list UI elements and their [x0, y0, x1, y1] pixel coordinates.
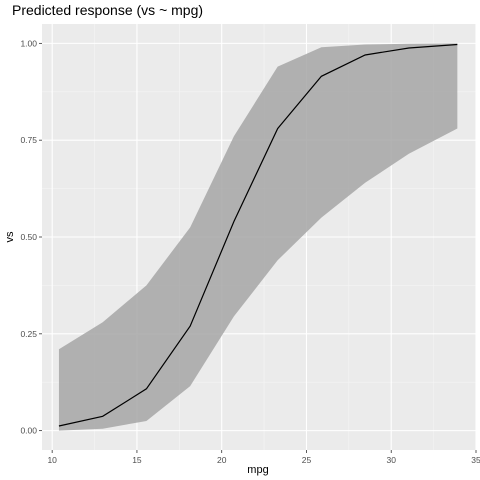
- y-axis-ticks: 0.00 0.25 0.50 0.75 1.00: [20, 38, 42, 436]
- y-tick-label: 0.00: [20, 426, 37, 436]
- x-tick-label: 30: [387, 455, 397, 465]
- prediction-line: [58, 43, 458, 427]
- x-tick-label: 10: [47, 455, 57, 465]
- y-tick-label: 0.75: [20, 135, 37, 145]
- x-axis-title: mpg: [247, 464, 268, 476]
- y-axis-title: vs: [4, 231, 16, 243]
- y-tick-label: 0.25: [20, 329, 37, 339]
- confidence-ribbon: [58, 43, 458, 431]
- chart-title: Predicted response (vs ~ mpg): [12, 2, 203, 18]
- y-tick-label: 0.50: [20, 232, 37, 242]
- x-tick-label: 35: [471, 455, 480, 465]
- x-tick-label: 20: [217, 455, 227, 465]
- x-axis-ticks: 10 15 20 25 30 35: [47, 450, 480, 465]
- x-tick-label: 15: [132, 455, 142, 465]
- x-tick-label: 25: [302, 455, 312, 465]
- y-tick-label: 1.00: [20, 38, 37, 48]
